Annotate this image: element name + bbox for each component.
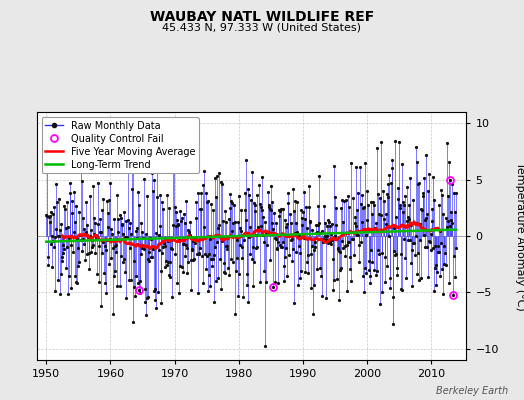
Text: Berkeley Earth: Berkeley Earth [436,386,508,396]
Legend: Raw Monthly Data, Quality Control Fail, Five Year Moving Average, Long-Term Tren: Raw Monthly Data, Quality Control Fail, … [41,117,199,173]
Y-axis label: Temperature Anomaly (°C): Temperature Anomaly (°C) [516,162,524,310]
Text: 45.433 N, 97.333 W (United States): 45.433 N, 97.333 W (United States) [162,22,362,32]
Text: WAUBAY NATL WILDLIFE REF: WAUBAY NATL WILDLIFE REF [150,10,374,24]
